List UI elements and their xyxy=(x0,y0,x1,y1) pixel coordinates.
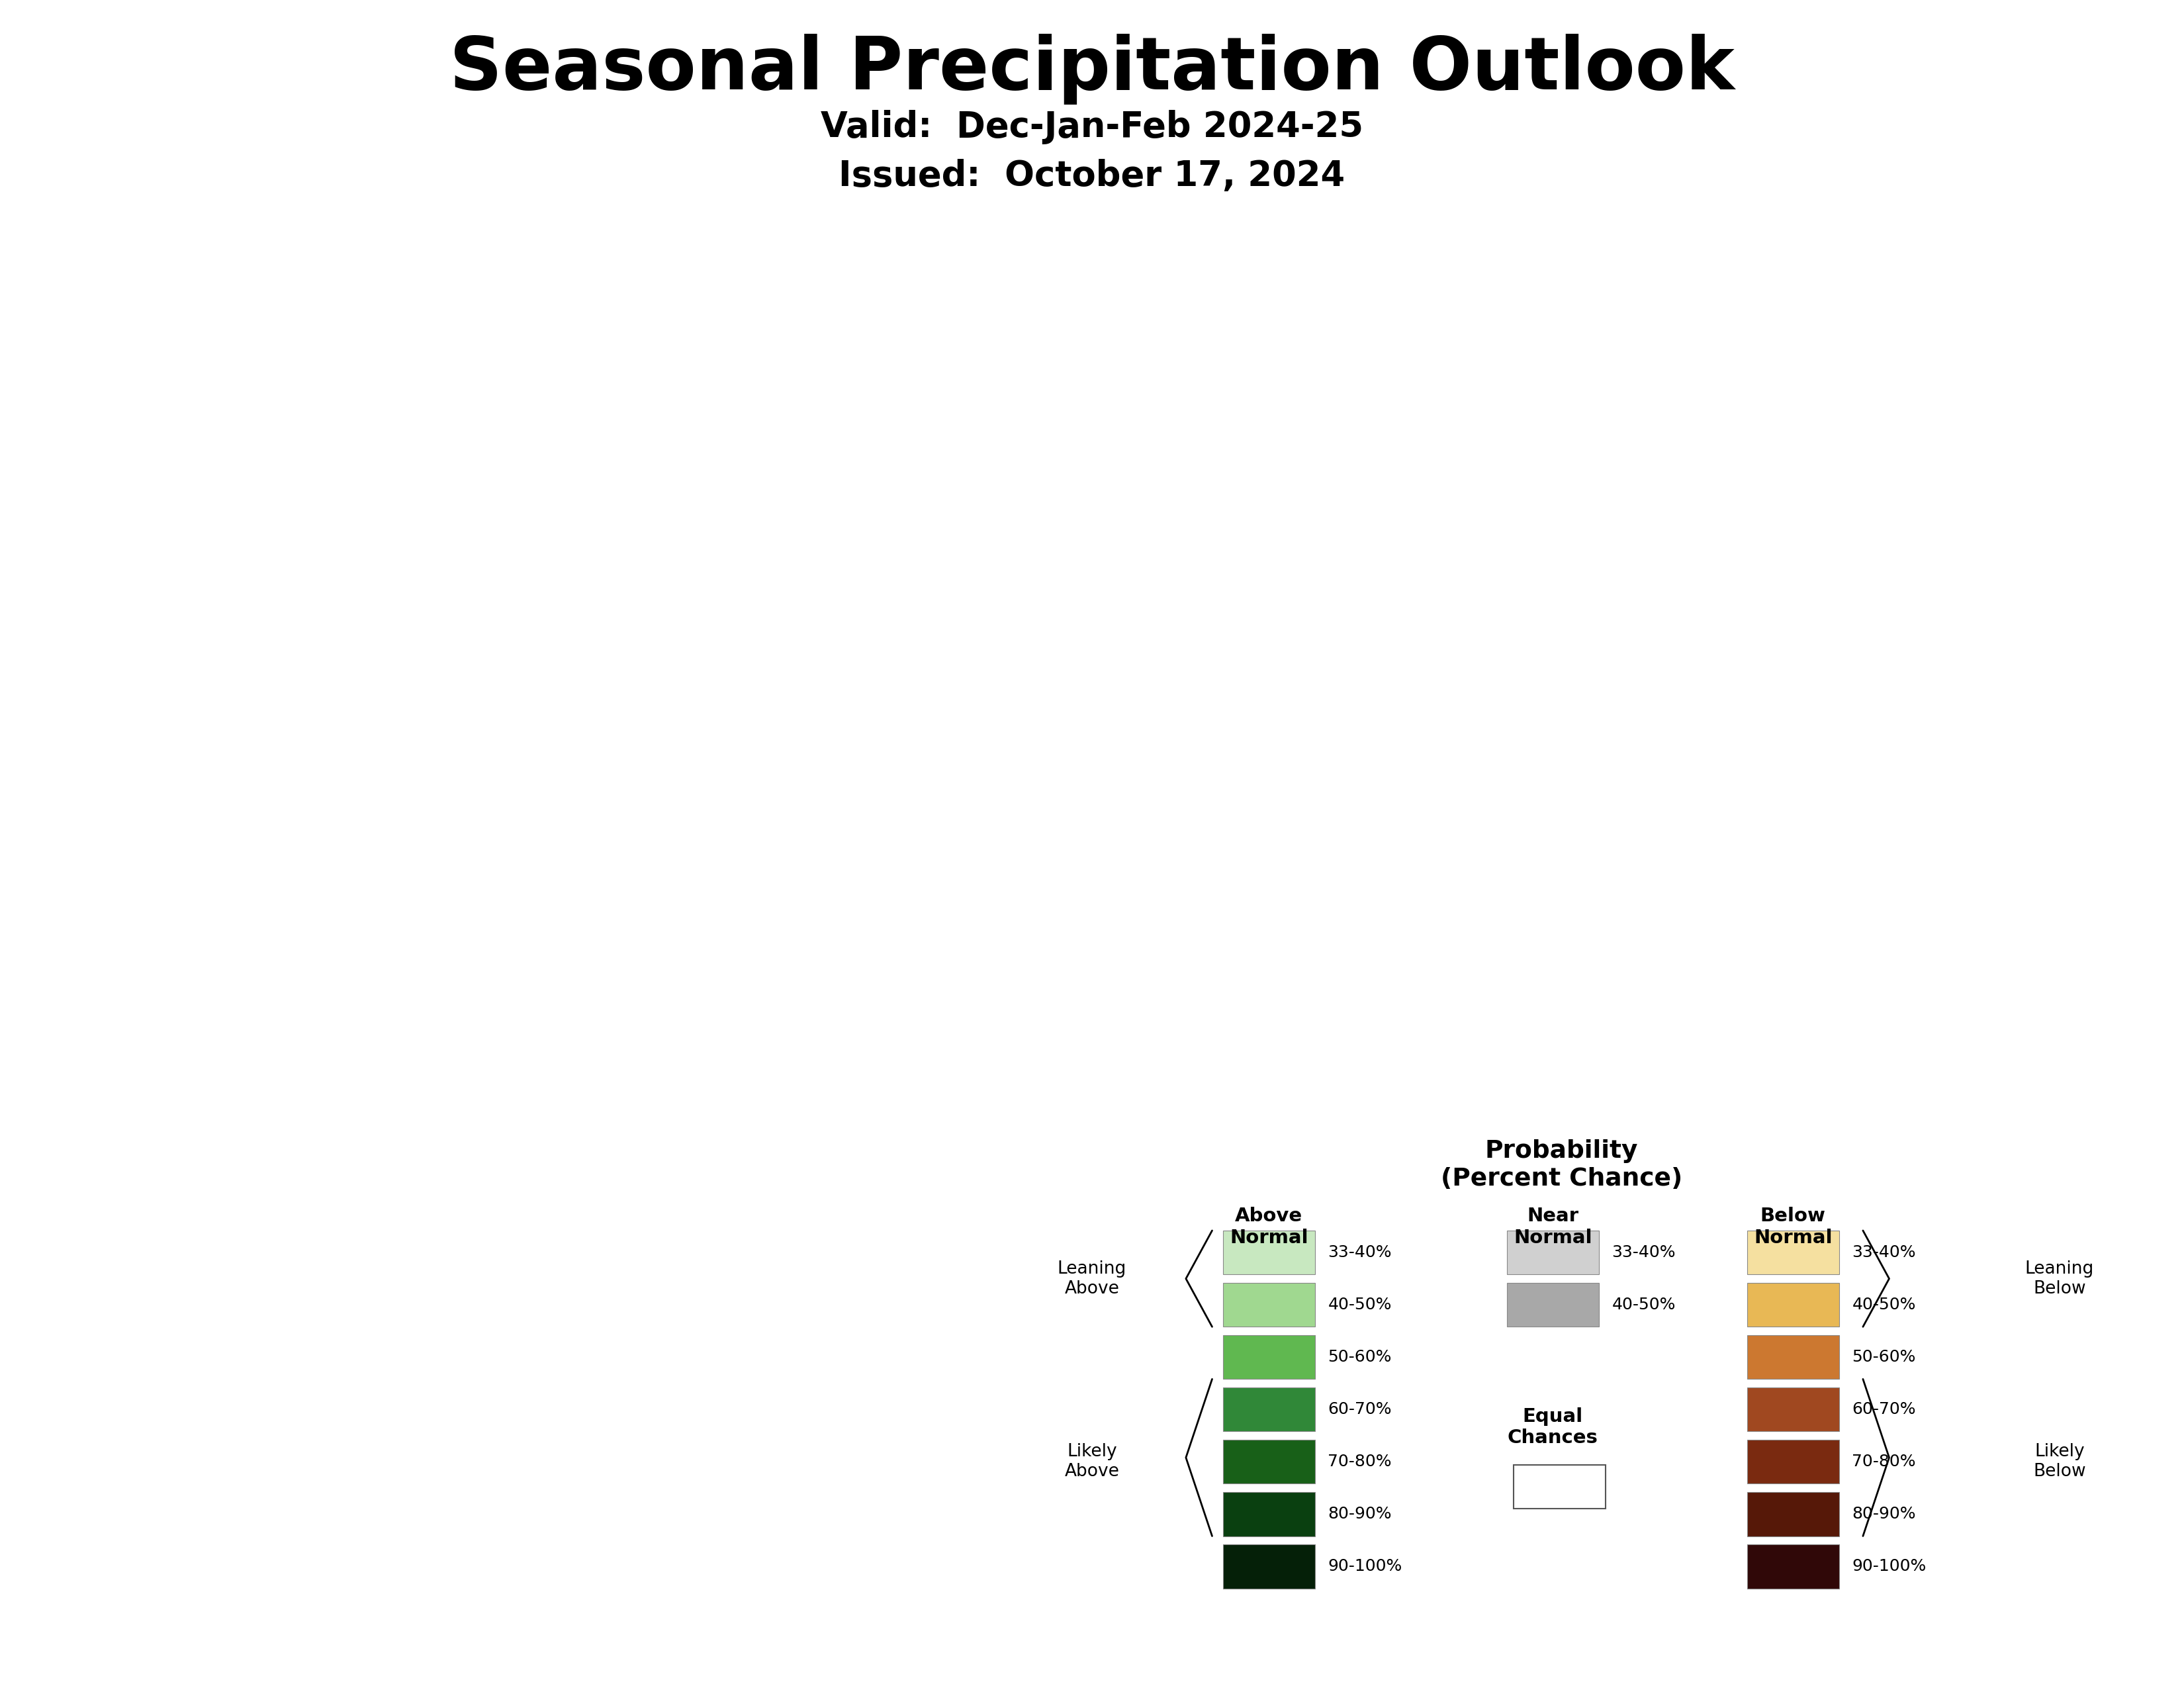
Bar xyxy=(1747,1283,1839,1327)
Bar xyxy=(1223,1545,1315,1588)
Text: 60-70%: 60-70% xyxy=(1328,1401,1391,1418)
Bar xyxy=(1747,1440,1839,1484)
Text: Above
Normal: Above Normal xyxy=(1230,1207,1308,1247)
Text: 40-50%: 40-50% xyxy=(1852,1296,1915,1313)
Text: 70-80%: 70-80% xyxy=(1328,1453,1391,1470)
Text: 80-90%: 80-90% xyxy=(1852,1506,1915,1523)
Text: 33-40%: 33-40% xyxy=(1612,1244,1675,1261)
Text: 50-60%: 50-60% xyxy=(1328,1349,1391,1366)
Bar xyxy=(1223,1492,1315,1536)
Text: Below
Normal: Below Normal xyxy=(1754,1207,1832,1247)
Text: 60-70%: 60-70% xyxy=(1852,1401,1915,1418)
Text: Issued:  October 17, 2024: Issued: October 17, 2024 xyxy=(839,159,1345,192)
Bar xyxy=(1507,1231,1599,1274)
Text: 40-50%: 40-50% xyxy=(1612,1296,1675,1313)
Text: 33-40%: 33-40% xyxy=(1852,1244,1915,1261)
Bar xyxy=(1747,1231,1839,1274)
Bar xyxy=(1223,1283,1315,1327)
Text: Near
Normal: Near Normal xyxy=(1514,1207,1592,1247)
Text: Valid:  Dec-Jan-Feb 2024-25: Valid: Dec-Jan-Feb 2024-25 xyxy=(821,110,1363,143)
Bar xyxy=(1747,1545,1839,1588)
Text: 90-100%: 90-100% xyxy=(1852,1558,1926,1575)
Bar xyxy=(1223,1335,1315,1379)
Bar xyxy=(1507,1283,1599,1327)
Text: 70-80%: 70-80% xyxy=(1852,1453,1915,1470)
Bar xyxy=(1223,1440,1315,1484)
Text: Equal
Chances: Equal Chances xyxy=(1507,1408,1599,1447)
Text: Seasonal Precipitation Outlook: Seasonal Precipitation Outlook xyxy=(450,34,1734,105)
Text: 90-100%: 90-100% xyxy=(1328,1558,1402,1575)
Text: Likely
Above: Likely Above xyxy=(1064,1443,1120,1480)
Bar xyxy=(1747,1335,1839,1379)
Text: 40-50%: 40-50% xyxy=(1328,1296,1391,1313)
Text: 50-60%: 50-60% xyxy=(1852,1349,1915,1366)
Bar xyxy=(1514,1465,1605,1509)
Bar xyxy=(1747,1388,1839,1431)
Bar xyxy=(1223,1231,1315,1274)
Bar xyxy=(1747,1492,1839,1536)
Text: Likely
Below: Likely Below xyxy=(2033,1443,2086,1480)
Text: Leaning
Below: Leaning Below xyxy=(2025,1261,2094,1296)
Text: Leaning
Above: Leaning Above xyxy=(1057,1261,1127,1296)
Text: 33-40%: 33-40% xyxy=(1328,1244,1391,1261)
Bar xyxy=(1223,1388,1315,1431)
Text: 80-90%: 80-90% xyxy=(1328,1506,1391,1523)
Text: Probability
(Percent Chance): Probability (Percent Chance) xyxy=(1441,1139,1682,1190)
